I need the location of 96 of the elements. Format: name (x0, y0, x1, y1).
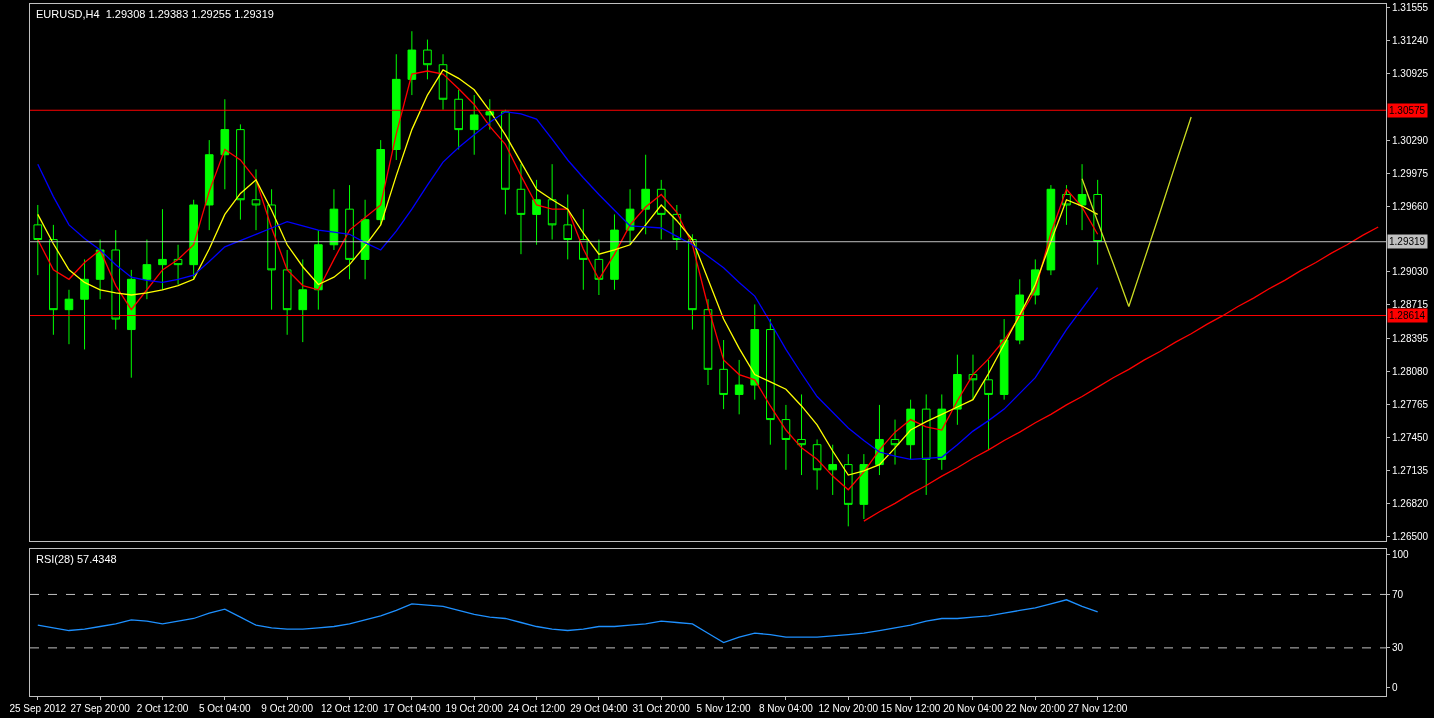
x-tick-label: 19 Oct 20:00 (445, 703, 504, 714)
y-tick-label: 1.27765 (1392, 398, 1429, 410)
candlestick (391, 53, 401, 161)
candlestick (423, 39, 432, 80)
x-tick-label: 8 Nov 04:00 (758, 703, 814, 714)
candlestick (267, 188, 276, 311)
x-tick-label: 5 Oct 04:00 (198, 703, 252, 714)
y-tick-label: 30 (1392, 642, 1404, 654)
chart-title: EURUSD,H4 1.29308 1.29383 1.29255 1.29319 (36, 8, 274, 20)
candlestick (828, 444, 838, 496)
y-tick-label: 1.31555 (1392, 2, 1429, 14)
candlestick (766, 318, 775, 446)
y-tick-label: 1.26500 (1392, 531, 1429, 543)
candlestick (1093, 179, 1102, 266)
candlestick (501, 109, 510, 215)
x-tick-label: 25 Sep 2012 (9, 703, 67, 714)
candlestick (672, 204, 682, 251)
candlestick (236, 123, 245, 221)
candlestick (126, 269, 136, 379)
x-tick-label: 12 Nov 20:00 (818, 703, 879, 714)
x-tick-label: 20 Nov 04:00 (943, 703, 1004, 714)
candlestick (843, 453, 853, 527)
x-tick-label: 9 Oct 20:00 (261, 703, 314, 714)
candlestick (158, 208, 167, 291)
candlestick (360, 199, 370, 280)
candlestick (345, 184, 354, 280)
candlestick (610, 213, 619, 291)
chart-title: RSI(28) 57.4348 (36, 553, 117, 565)
candlestick (95, 239, 105, 300)
x-tick-label: 5 Nov 12:00 (696, 703, 751, 714)
x-tick-label: 12 Oct 12:00 (320, 703, 379, 714)
candlestick (812, 438, 822, 491)
y-tick-label: 1.31240 (1392, 35, 1429, 47)
candlestick (314, 229, 323, 311)
y-tick-label: 1.28080 (1392, 365, 1429, 377)
candlestick (298, 258, 308, 343)
x-tick-label: 24 Oct 12:00 (507, 703, 566, 714)
y-tick-label: 1.27135 (1392, 464, 1429, 476)
x-tick-label: 27 Sep 20:00 (70, 703, 131, 714)
candlestick (641, 154, 650, 235)
y-tick-label: 1.29030 (1392, 266, 1429, 278)
y-tick-label: 1.26820 (1392, 497, 1429, 509)
candlestick (469, 94, 479, 156)
candlestick (204, 139, 214, 231)
ref-line-label: 1.30575 (1389, 105, 1426, 116)
candlestick (33, 204, 43, 276)
candlestick (80, 258, 89, 350)
candlestick (781, 404, 791, 471)
line-series (1081, 116, 1192, 308)
y-tick-label: 1.27450 (1392, 431, 1429, 443)
candlestick (189, 199, 198, 280)
candlestick (111, 229, 121, 331)
candlestick (719, 339, 728, 410)
y-tick-label: 100 (1392, 548, 1410, 560)
candlestick (984, 359, 993, 451)
candlestick (329, 188, 339, 251)
candlestick (999, 318, 1009, 401)
y-tick-label: 0 (1392, 682, 1398, 694)
candlestick (734, 359, 744, 415)
line-series (37, 599, 1099, 644)
candlestick (797, 393, 806, 476)
candlestick (532, 179, 541, 246)
candlestick (906, 399, 915, 460)
candlestick (407, 30, 417, 96)
y-tick-label: 1.30290 (1392, 134, 1429, 146)
x-tick-label: 27 Nov 12:00 (1067, 703, 1128, 714)
x-tick-label: 29 Oct 04:00 (570, 703, 628, 714)
y-tick-label: 1.30925 (1392, 68, 1429, 80)
x-tick-label: 31 Oct 20:00 (632, 703, 691, 714)
candlestick (937, 393, 947, 471)
x-tick-label: 22 Nov 20:00 (1005, 703, 1066, 714)
x-tick-label: 15 Nov 12:00 (880, 703, 941, 714)
candlestick (563, 194, 573, 260)
x-tick-label: 2 Oct 12:00 (136, 703, 189, 714)
y-tick-label: 70 (1392, 588, 1404, 600)
ref-line-label: 1.28614 (1389, 310, 1426, 321)
ref-line-label: 1.29319 (1389, 236, 1426, 247)
y-tick-label: 1.29660 (1392, 200, 1429, 212)
candlestick (594, 239, 604, 296)
y-tick-label: 1.28715 (1392, 299, 1429, 311)
x-tick-label: 17 Oct 04:00 (383, 703, 441, 714)
candlestick (376, 139, 386, 226)
candlestick (859, 453, 869, 520)
candlestick (578, 208, 588, 291)
candlestick (64, 289, 74, 345)
candlestick (49, 224, 58, 336)
candlestick (485, 98, 495, 131)
candlestick (220, 98, 230, 190)
candlestick (750, 303, 760, 401)
candlestick (1077, 163, 1087, 231)
candlestick (142, 239, 152, 300)
candlestick (1062, 184, 1071, 226)
candlestick (688, 233, 697, 331)
candlestick (454, 89, 463, 150)
y-tick-label: 1.29975 (1392, 167, 1429, 179)
y-tick-label: 1.28395 (1392, 332, 1429, 344)
